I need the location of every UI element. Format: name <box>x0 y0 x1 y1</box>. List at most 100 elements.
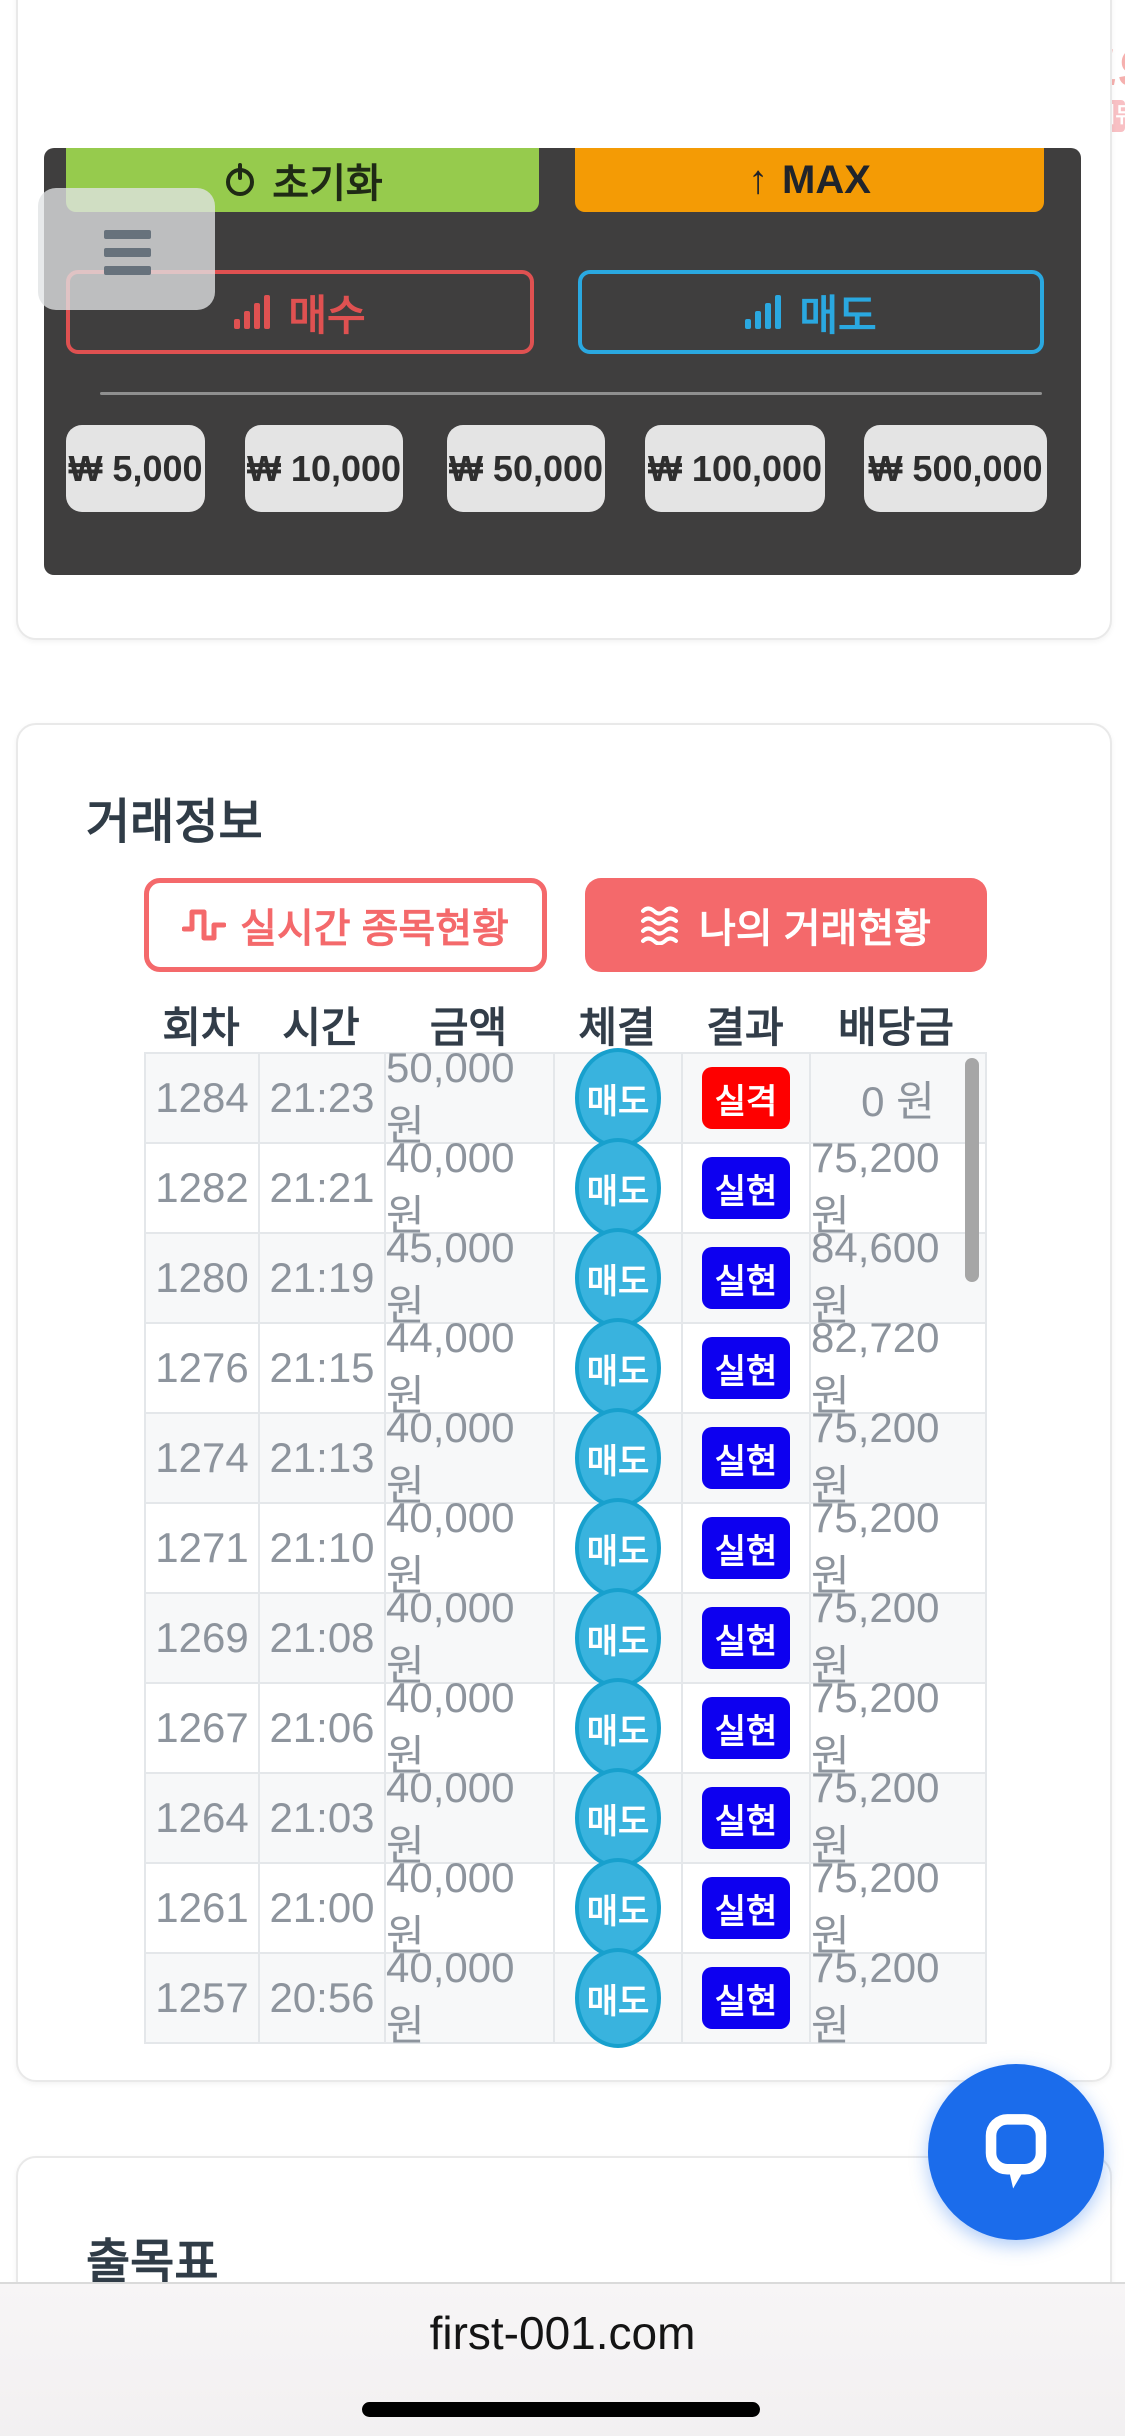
payout-cell: 75,200 원 <box>811 1403 940 1509</box>
result-badge: 실현 <box>702 1787 790 1849</box>
header-payout: 배당금 <box>838 1003 954 1051</box>
chulmokpyo-title: 출목표 <box>86 2236 219 2289</box>
max-button[interactable]: ↑ MAX <box>575 148 1044 212</box>
amount-chip-500000[interactable]: ₩ 500,000 <box>864 425 1047 512</box>
bar-chart-icon <box>234 295 271 329</box>
time-cell: 21:23 <box>260 1054 386 1142</box>
time-cell: 21:21 <box>260 1144 386 1232</box>
payout-cell: 75,200 원 <box>811 1943 940 2049</box>
amount-cell: 44,000 원 <box>386 1314 555 1419</box>
payout-cell: 0 원 <box>861 1077 935 1125</box>
panel-divider <box>100 392 1042 395</box>
position-badge: 매도 <box>575 1048 661 1148</box>
amount-cell: 50,000 원 <box>386 1044 555 1149</box>
reset-button[interactable]: 초기화 <box>66 148 539 212</box>
header-time: 시간 <box>282 1003 360 1051</box>
result-badge: 실현 <box>702 1247 790 1309</box>
round-cell: 1276 <box>146 1324 260 1412</box>
result-badge: 실현 <box>702 1967 790 2029</box>
amount-cell: 40,000 원 <box>386 1404 555 1509</box>
position-badge: 매도 <box>575 1858 661 1958</box>
trade-info-title: 거래정보 <box>86 796 263 849</box>
round-cell: 1284 <box>146 1054 260 1142</box>
position-badge: 매도 <box>575 1768 661 1868</box>
reset-label: 초기화 <box>272 162 383 206</box>
table-row: 1274 21:13 40,000 원 매도 실현 75,200 원 <box>146 1403 985 1509</box>
table-row: 1267 21:06 40,000 원 매도 실현 75,200 원 <box>146 1673 985 1779</box>
url-domain[interactable]: first-001.com <box>429 2307 696 2359</box>
amount-cell: 40,000 원 <box>386 1764 555 1869</box>
round-cell: 1257 <box>146 1954 260 2042</box>
sell-button[interactable]: 매도 <box>578 270 1044 354</box>
result-cell: 실현 <box>683 1324 811 1412</box>
result-cell: 실격 <box>683 1054 811 1142</box>
position-cell: 매도 <box>555 1588 683 1688</box>
position-cell: 매도 <box>555 1768 683 1868</box>
time-cell: 21:19 <box>260 1234 386 1322</box>
result-cell: 실현 <box>683 1234 811 1322</box>
round-cell: 1280 <box>146 1234 260 1322</box>
home-indicator[interactable] <box>362 2402 760 2417</box>
position-cell: 매도 <box>555 1858 683 1958</box>
sell-label: 매도 <box>799 291 877 339</box>
result-badge: 실현 <box>702 1427 790 1489</box>
result-cell: 실현 <box>683 1144 811 1232</box>
amount-cell: 40,000 원 <box>386 1134 555 1239</box>
table-row: 1284 21:23 50,000 원 매도 실격 0 원 <box>146 1044 985 1149</box>
payout-cell: 84,600 원 <box>811 1223 940 1329</box>
amount-cell: 40,000 원 <box>386 1674 555 1779</box>
table-row: 1271 21:10 40,000 원 매도 실현 75,200 원 <box>146 1493 985 1599</box>
header-round: 회차 <box>162 1003 240 1051</box>
result-cell: 실현 <box>683 1684 811 1772</box>
time-cell: 21:10 <box>260 1504 386 1592</box>
position-cell: 매도 <box>555 1318 683 1418</box>
round-cell: 1274 <box>146 1414 260 1502</box>
amount-cell: 40,000 원 <box>386 1584 555 1689</box>
round-cell: 1269 <box>146 1594 260 1682</box>
chat-button[interactable] <box>928 2064 1104 2240</box>
hamburger-menu-button[interactable] <box>38 188 215 310</box>
position-cell: 매도 <box>555 1138 683 1238</box>
my-trades-button[interactable]: 나의 거래현황 <box>585 878 987 972</box>
table-scrollbar-thumb[interactable] <box>965 1058 979 1282</box>
position-badge: 매도 <box>575 1498 661 1598</box>
trade-table-header: 회차 시간 금액 체결 결과 배당금 <box>144 998 983 1051</box>
result-cell: 실현 <box>683 1414 811 1502</box>
round-cell: 1267 <box>146 1684 260 1772</box>
header-amount: 금액 <box>429 1003 508 1051</box>
position-cell: 매도 <box>555 1048 683 1148</box>
hamburger-icon <box>104 230 151 239</box>
result-badge: 실현 <box>702 1607 790 1669</box>
payout-cell: 75,200 원 <box>811 1853 940 1959</box>
position-cell: 매도 <box>555 1678 683 1778</box>
payout-cell: 75,200 원 <box>811 1673 940 1779</box>
time-cell: 21:13 <box>260 1414 386 1502</box>
position-badge: 매도 <box>575 1138 661 1238</box>
result-cell: 실현 <box>683 1504 811 1592</box>
result-cell: 실현 <box>683 1954 811 2042</box>
amount-chip-10000[interactable]: ₩ 10,000 <box>245 425 403 512</box>
realtime-stocks-button[interactable]: 실시간 종목현황 <box>144 878 547 972</box>
round-cell: 1261 <box>146 1864 260 1952</box>
max-label: MAX <box>782 157 871 202</box>
amount-chip-5000[interactable]: ₩ 5,000 <box>66 425 205 512</box>
position-cell: 매도 <box>555 1228 683 1328</box>
position-badge: 매도 <box>575 1678 661 1778</box>
amount-cell: 40,000 원 <box>386 1944 555 2049</box>
table-row: 1257 20:56 40,000 원 매도 실현 75,200 원 <box>146 1943 985 2049</box>
table-row: 1261 21:00 40,000 원 매도 실현 75,200 원 <box>146 1853 985 1959</box>
header-position: 체결 <box>578 1003 656 1051</box>
amount-chip-50000[interactable]: ₩ 50,000 <box>447 425 605 512</box>
position-cell: 매도 <box>555 1498 683 1598</box>
buy-button[interactable]: 매수 <box>66 270 534 354</box>
amount-chip-100000[interactable]: ₩ 100,000 <box>645 425 825 512</box>
position-badge: 매도 <box>575 1408 661 1508</box>
result-badge: 실현 <box>702 1337 790 1399</box>
table-row: 1264 21:03 40,000 원 매도 실현 75,200 원 <box>146 1764 985 1869</box>
my-trades-label: 나의 거래현황 <box>699 907 931 951</box>
time-cell: 21:08 <box>260 1594 386 1682</box>
amount-cell: 40,000 원 <box>386 1494 555 1599</box>
payout-cell: 75,200 원 <box>811 1493 940 1599</box>
result-badge: 실현 <box>702 1697 790 1759</box>
